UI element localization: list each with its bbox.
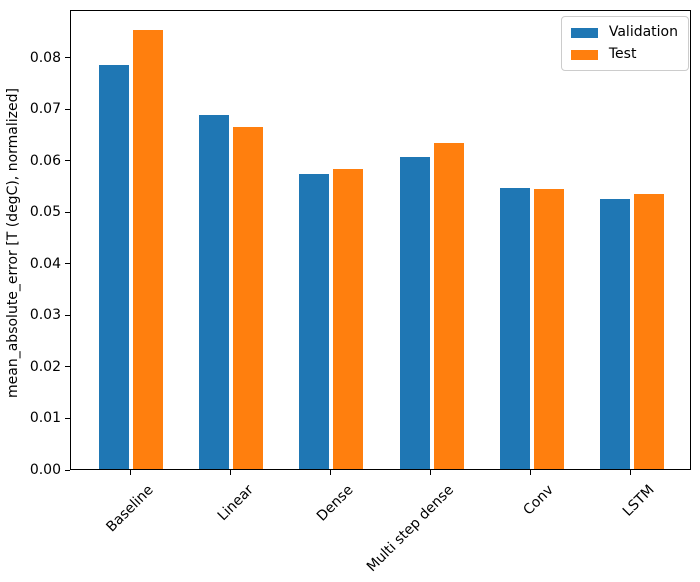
y-tick-mark xyxy=(65,417,70,419)
legend-item-validation: Validation xyxy=(570,24,678,41)
x-tick-mark xyxy=(229,470,231,475)
y-tick-mark xyxy=(65,263,70,265)
bar-baseline-validation xyxy=(99,64,130,469)
y-axis-label: mean_absolute_error [T (degC), normalize… xyxy=(5,88,21,398)
x-tick-label: Baseline xyxy=(103,482,157,536)
y-tick-label: 0.06 xyxy=(29,152,61,169)
y-tick-label: 0.01 xyxy=(29,410,61,427)
y-tick-mark xyxy=(65,366,70,368)
plot-area xyxy=(70,10,691,470)
validation-swatch-icon xyxy=(570,27,598,38)
y-tick-label: 0.03 xyxy=(29,307,61,324)
y-tick-mark xyxy=(65,314,70,316)
bar-conv-test xyxy=(533,189,564,469)
bar-dense-validation xyxy=(299,174,330,469)
y-tick-label: 0.02 xyxy=(29,358,61,375)
y-tick-label: 0.04 xyxy=(29,255,61,272)
bar-multi-step-dense-validation xyxy=(399,157,430,469)
y-tick-mark xyxy=(65,211,70,213)
y-tick-label: 0.05 xyxy=(29,204,61,221)
bar-lstm-test xyxy=(633,194,664,469)
y-tick-label: 0.00 xyxy=(29,462,61,478)
y-tick-mark xyxy=(65,469,70,471)
y-tick-label: 0.08 xyxy=(29,49,61,66)
bar-conv-validation xyxy=(499,188,530,469)
x-tick-mark xyxy=(129,470,131,475)
bar-lstm-validation xyxy=(599,199,630,469)
x-tick-mark xyxy=(630,470,632,475)
bar-linear-test xyxy=(233,126,264,469)
y-tick-mark xyxy=(65,57,70,59)
legend-item-test: Test xyxy=(570,46,678,63)
x-tick-label: Linear xyxy=(214,482,257,525)
legend-label-test: Test xyxy=(608,46,637,62)
x-tick-label: Dense xyxy=(314,482,357,525)
y-tick-label: 0.07 xyxy=(29,101,61,118)
x-tick-mark xyxy=(329,470,331,475)
y-tick-mark xyxy=(65,160,70,162)
x-tick-mark xyxy=(530,470,532,475)
x-tick-label: Multi step dense xyxy=(363,482,457,576)
x-tick-mark xyxy=(430,470,432,475)
x-tick-label: Conv xyxy=(520,482,558,519)
bar-multi-step-dense-test xyxy=(433,142,464,469)
legend: Validation Test xyxy=(560,16,689,71)
y-tick-mark xyxy=(65,108,70,110)
bar-baseline-test xyxy=(133,29,164,469)
legend-label-validation: Validation xyxy=(608,24,678,40)
x-tick-label: LSTM xyxy=(619,482,658,520)
test-swatch-icon xyxy=(570,49,598,60)
bar-linear-validation xyxy=(199,115,230,469)
bar-dense-test xyxy=(333,168,364,469)
